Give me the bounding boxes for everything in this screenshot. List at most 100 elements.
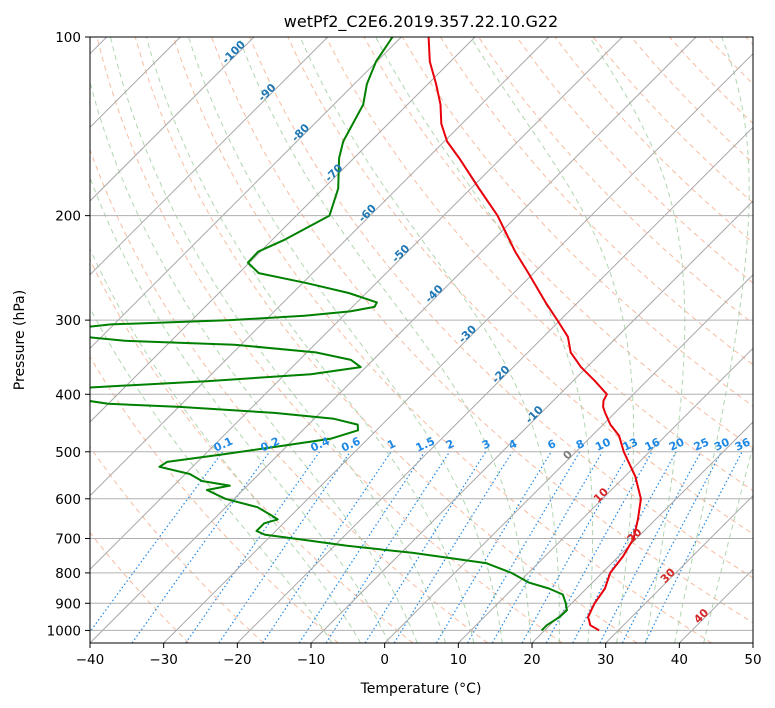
x-tick-label: 0 bbox=[380, 652, 389, 668]
isotherm-line bbox=[90, 37, 402, 350]
dry-adiabat-line bbox=[516, 37, 753, 284]
y-tick-label: 500 bbox=[55, 445, 81, 461]
y-tick-label: 900 bbox=[55, 596, 81, 612]
mixing-ratio-line bbox=[364, 451, 487, 643]
dry-adiabat-line bbox=[707, 37, 753, 85]
dry-adiabat-line bbox=[134, 37, 638, 643]
mixing-ratio-line bbox=[325, 451, 451, 643]
mixing-ratio-line bbox=[298, 451, 426, 643]
y-tick-label: 300 bbox=[55, 313, 81, 329]
isotherm-label: -20 bbox=[489, 363, 512, 386]
dry-adiabat-line bbox=[249, 37, 753, 579]
moist-adiabat-line bbox=[299, 37, 560, 643]
isotherm-label: -100 bbox=[219, 38, 248, 67]
mixing-ratio-label: 30 bbox=[712, 435, 732, 453]
isotherm-line bbox=[90, 37, 476, 423]
moist-adiabat-line bbox=[470, 37, 635, 643]
dry-adiabat-line bbox=[439, 37, 753, 366]
moist-adiabat-line bbox=[90, 80, 418, 643]
x-tick-label: 10 bbox=[450, 652, 467, 668]
y-tick-label: 100 bbox=[55, 30, 81, 46]
y-tick-label: 600 bbox=[55, 492, 81, 508]
isotherms bbox=[90, 37, 753, 643]
mixing-ratio-line bbox=[521, 451, 631, 643]
mixing-ratio-label: 3 bbox=[480, 437, 492, 452]
isotherm-label: -50 bbox=[389, 242, 412, 265]
mixing-ratio-line bbox=[218, 451, 351, 643]
dry-adiabat-line bbox=[401, 37, 753, 407]
plot-frame bbox=[89, 36, 754, 644]
isobars bbox=[90, 37, 753, 631]
moist-adiabat-line bbox=[589, 37, 686, 643]
moist-adiabat-line bbox=[145, 37, 475, 643]
mixing-ratio-line bbox=[185, 451, 321, 643]
mixing-ratio-label: 36 bbox=[733, 435, 753, 453]
mixing-ratio-label: 4 bbox=[507, 437, 520, 452]
isotherm-line bbox=[163, 52, 753, 643]
y-tick-label: 700 bbox=[55, 532, 81, 548]
dewpoint-profile-line bbox=[90, 37, 568, 632]
isotherm-label: 30 bbox=[658, 566, 678, 586]
mixing-ratio-line bbox=[435, 451, 552, 643]
isotherm-line bbox=[90, 37, 550, 497]
moist-adiabat-line bbox=[90, 176, 390, 643]
isotherm-label: -30 bbox=[456, 322, 479, 345]
x-tick-label: 30 bbox=[597, 652, 614, 668]
mixing-ratio-label: 8 bbox=[574, 437, 586, 452]
x-tick-label: −10 bbox=[297, 652, 326, 668]
moist-adiabat-line bbox=[90, 307, 333, 643]
moist-adiabat-line bbox=[674, 37, 750, 643]
isotherm-line bbox=[310, 200, 753, 643]
x-tick-label: −20 bbox=[223, 652, 252, 668]
dry-adiabat-line bbox=[90, 355, 339, 643]
moist-adiabat-line bbox=[110, 37, 446, 643]
mixing-ratio-label: 10 bbox=[593, 435, 613, 453]
isotherm-line bbox=[236, 126, 753, 643]
x-tick-label: 20 bbox=[523, 652, 540, 668]
mixing-ratio-line bbox=[599, 451, 702, 643]
isotherm-label: -60 bbox=[356, 202, 379, 225]
dry-adiabat-line bbox=[90, 258, 414, 643]
isotherm-line bbox=[90, 37, 623, 571]
temperature-profile-line bbox=[427, 37, 642, 632]
series-lines bbox=[90, 37, 642, 632]
x-tick-label: 50 bbox=[744, 652, 761, 668]
dry-adiabat-line bbox=[745, 37, 753, 46]
y-tick-label: 400 bbox=[55, 387, 81, 403]
isotherm-line bbox=[90, 37, 697, 643]
mixing-ratio-line bbox=[131, 451, 271, 643]
isotherm-line bbox=[752, 642, 753, 643]
mixing-ratio-line bbox=[262, 451, 392, 643]
y-tick-label: 1000 bbox=[47, 623, 81, 639]
dry-adiabat-line bbox=[90, 531, 190, 643]
isotherm-line bbox=[90, 37, 255, 202]
chart-title: wetPf2_C2E6.2019.357.22.10.G22 bbox=[284, 12, 558, 32]
mixing-ratio-label: 2 bbox=[444, 437, 456, 452]
y-axis: 100 200 300 400 500 600 700 800 900 1000 bbox=[47, 30, 90, 639]
x-tick-label: −40 bbox=[76, 652, 105, 668]
mixing-ratio-label: 16 bbox=[643, 435, 663, 453]
mixing-ratio-label: 13 bbox=[621, 435, 640, 453]
mixing-ratio-label: 6 bbox=[546, 437, 559, 452]
moist-adiabat-line bbox=[188, 37, 503, 643]
isotherm-label: -40 bbox=[423, 282, 446, 305]
isotherm-line bbox=[457, 347, 753, 643]
dry-adiabat-line bbox=[554, 37, 753, 244]
mixing-ratio-line bbox=[644, 451, 743, 643]
dry-adiabat-line bbox=[592, 37, 753, 204]
isotherm-line bbox=[90, 37, 329, 276]
mixing-ratio-label: 25 bbox=[692, 436, 711, 454]
x-axis: −40 −30 −20 −10 0 10 20 30 40 50 bbox=[76, 643, 762, 668]
dry-adiabat-line bbox=[96, 37, 563, 643]
isotherm-line bbox=[605, 494, 753, 643]
dry-adiabat-line bbox=[211, 37, 753, 624]
isotherm-line bbox=[384, 273, 753, 643]
mixing-ratio-label: 20 bbox=[667, 435, 687, 453]
y-tick-label: 800 bbox=[55, 566, 81, 582]
y-tick-label: 200 bbox=[55, 209, 81, 225]
moist-adiabat-line bbox=[703, 443, 753, 643]
x-axis-label: Temperature (°C) bbox=[360, 681, 482, 697]
dry-adiabat-line bbox=[90, 445, 264, 643]
dry-adiabat-line bbox=[669, 37, 753, 125]
